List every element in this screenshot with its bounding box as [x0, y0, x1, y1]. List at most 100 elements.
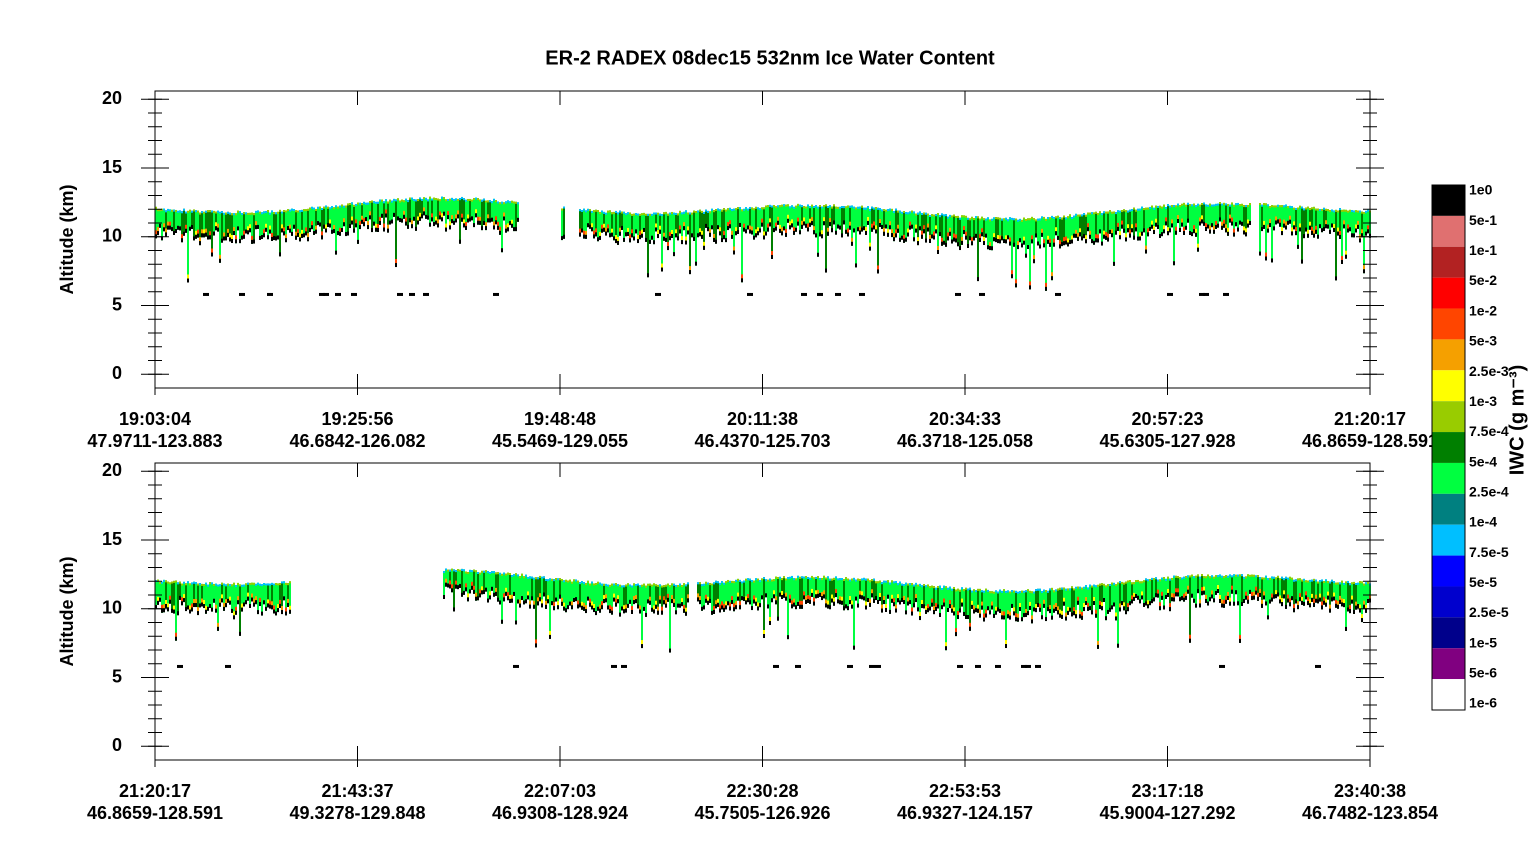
cloud-top: [341, 204, 343, 207]
cloud-body: [475, 570, 477, 601]
cloud-base: [1069, 240, 1071, 245]
cloud-top: [1147, 579, 1149, 582]
cloud-body: [581, 581, 583, 610]
cloud-fragment: [801, 292, 807, 296]
cloud-core: [1275, 590, 1277, 595]
cloud-body: [655, 584, 657, 609]
cloud-core: [935, 225, 937, 230]
cloud-body: [221, 211, 223, 243]
cloud-top: [221, 582, 223, 585]
cloud-base: [801, 224, 803, 229]
cloud-top: [937, 213, 939, 216]
cloud-body: [457, 569, 459, 590]
cloud-base: [189, 609, 191, 614]
colorbar-swatch: [1432, 432, 1465, 463]
cloud-top: [213, 583, 215, 586]
cloud-fragment: [335, 292, 341, 296]
cloud-core: [713, 605, 715, 610]
cloud-top: [319, 206, 321, 209]
cloud-top: [711, 583, 713, 586]
cloud-top: [889, 582, 891, 585]
cloud-base: [257, 224, 259, 229]
cloud-top: [463, 198, 465, 201]
cloud-base: [487, 598, 489, 603]
cloud-body: [717, 208, 719, 230]
cloud-core: [793, 598, 795, 603]
cloud-core: [541, 599, 543, 604]
cloud-core: [941, 237, 943, 242]
cloud-body: [1261, 577, 1263, 608]
cloud-body: [877, 207, 879, 274]
cloud-top: [267, 583, 269, 586]
cloud-core: [961, 236, 963, 241]
cloud-base: [355, 223, 357, 228]
cloud-body: [1321, 579, 1323, 610]
cloud-base: [1309, 603, 1311, 608]
cloud-body: [861, 578, 863, 600]
cloud-top: [985, 588, 987, 591]
cloud-top: [787, 204, 789, 207]
cloud-top: [731, 209, 733, 212]
cloud-body: [1187, 575, 1189, 594]
cloud-base: [1331, 597, 1333, 602]
cloud-base: [993, 613, 995, 618]
cloud-top: [1307, 206, 1309, 209]
cloud-top: [717, 208, 719, 211]
cloud-top: [1107, 584, 1109, 587]
cloud-core: [189, 605, 191, 610]
cloud-body: [197, 210, 199, 238]
cloud-top: [1007, 219, 1009, 222]
colorbar-swatch: [1432, 679, 1465, 710]
cloud-body: [491, 571, 493, 591]
cloud-base: [1019, 607, 1021, 612]
cloud-body: [941, 588, 943, 610]
cloud-top: [721, 209, 723, 212]
cloud-body: [447, 569, 449, 588]
cloud-top: [1087, 212, 1089, 215]
cloud-body: [909, 583, 911, 605]
cloud-body: [927, 584, 929, 613]
cloud-body: [269, 212, 271, 234]
cloud-body: [859, 578, 861, 599]
cloud-top: [219, 211, 221, 214]
cloud-core: [1339, 230, 1341, 235]
cloud-core: [1203, 586, 1205, 591]
cloud-top: [223, 583, 225, 586]
cloud-core: [163, 223, 165, 228]
cloud-base: [245, 229, 247, 234]
cloud-body: [687, 582, 689, 603]
cloud-body: [1279, 205, 1281, 227]
cloud-top: [1009, 591, 1011, 594]
cloud-top: [885, 209, 887, 212]
cloud-body: [411, 197, 413, 229]
cloud-top: [597, 209, 599, 212]
cloud-body: [441, 196, 443, 222]
cloud-base: [1289, 602, 1291, 607]
cloud-body: [1263, 203, 1265, 229]
cloud-core: [1155, 218, 1157, 223]
cloud-body: [843, 578, 845, 611]
cloud-top: [473, 198, 475, 201]
cloud-top: [167, 208, 169, 211]
cloud-top: [1169, 578, 1171, 581]
cloud-top: [693, 210, 695, 213]
cloud-core: [1355, 601, 1357, 606]
cloud-core: [163, 604, 165, 609]
colorbar-swatch: [1432, 339, 1465, 371]
cloud-body: [1189, 204, 1191, 235]
cloud-base: [515, 227, 517, 232]
cloud-base: [777, 220, 779, 225]
cloud-base: [1015, 283, 1017, 288]
cloud-core: [1221, 599, 1223, 604]
cloud-top: [605, 583, 607, 586]
cloud-body: [1093, 584, 1095, 606]
cloud-base: [1275, 220, 1277, 225]
cloud-top: [507, 572, 509, 575]
cloud-body: [277, 211, 279, 240]
cloud-core: [965, 231, 967, 236]
cloud-body: [969, 218, 971, 241]
cloud-core: [1263, 591, 1265, 596]
cloud-body: [1327, 581, 1329, 600]
cloud-top: [267, 210, 269, 213]
cloud-base: [679, 603, 681, 608]
